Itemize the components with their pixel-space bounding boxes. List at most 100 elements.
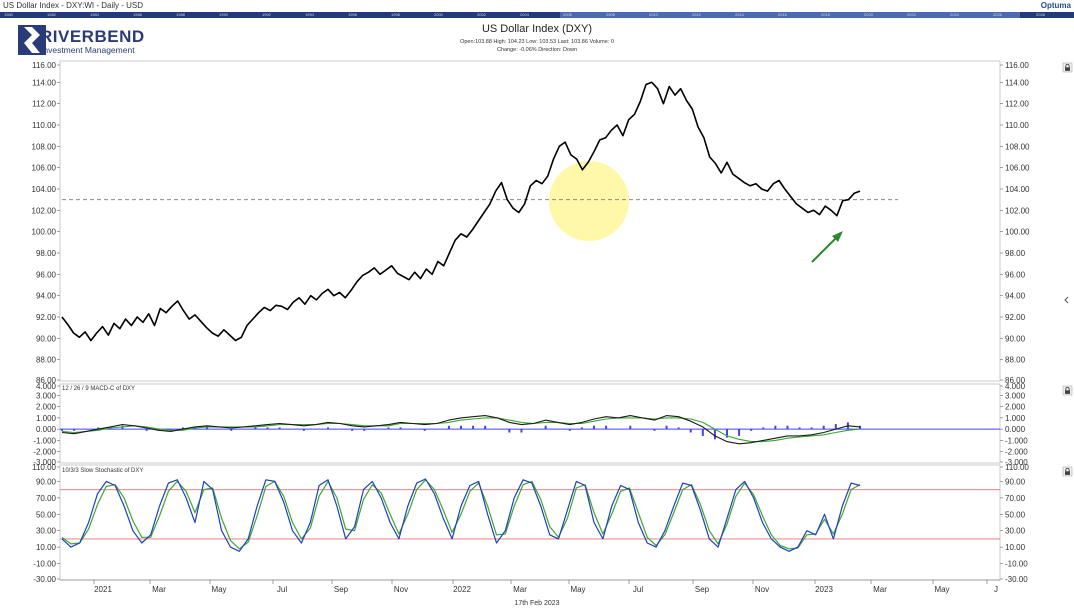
- y-tick-label-left: 90.00: [36, 477, 57, 486]
- timeline-year: 2028: [1036, 12, 1045, 17]
- timeline-navigator[interactable]: [0, 12, 1074, 18]
- y-tick-label-right: 112.00: [1005, 100, 1029, 109]
- panel-frame-1: [59, 383, 1001, 464]
- y-tick-label-left: -10.00: [33, 560, 56, 569]
- y-tick-label-left: 114.00: [32, 78, 56, 87]
- green-arrow-shaft: [811, 235, 839, 263]
- timeline-year: 2016: [778, 12, 787, 17]
- y-tick-label-left: 104.00: [32, 185, 57, 194]
- timeline-year: 2000: [434, 12, 443, 17]
- timeline-year: 1986: [133, 12, 142, 17]
- y-tick-label-left: 92.00: [36, 313, 57, 322]
- lock-icon[interactable]: [1062, 466, 1073, 477]
- y-tick-label-left: 86.00: [36, 376, 57, 385]
- ohlc-info: Open:103.88 High: 104.23 Low: 103.53 Las…: [460, 39, 614, 45]
- timeline-year: 1990: [219, 12, 228, 17]
- y-tick-label-left: 1.000: [36, 414, 57, 423]
- y-tick-label-right: 90.00: [1005, 477, 1026, 486]
- stoch-title: 10/3/3 Slow Stochastic of DXY: [62, 468, 143, 474]
- x-tick-label: May: [570, 585, 585, 594]
- timeline-year: 2024: [950, 12, 959, 17]
- y-tick-label-right: 100.00: [1005, 228, 1030, 237]
- footer-date: 17th Feb 2023: [514, 600, 560, 607]
- window-title: US Dollar Index - DXY:WI - Daily - USD: [3, 1, 144, 10]
- y-tick-label-right: 96.00: [1005, 270, 1026, 279]
- y-tick-label-left: 88.00: [36, 356, 57, 365]
- timeline-year: 2022: [907, 12, 916, 17]
- y-tick-label-right: 30.00: [1005, 527, 1026, 536]
- timeline-year: 1988: [176, 12, 185, 17]
- collapse-arrow-icon[interactable]: [1064, 296, 1069, 304]
- lock-icon[interactable]: [1062, 62, 1073, 73]
- y-tick-label-right: 0.000: [1005, 425, 1026, 434]
- y-tick-label-left: 90.00: [36, 334, 57, 343]
- y-tick-label-left: 94.00: [36, 292, 57, 301]
- green-arrow-head: [832, 231, 843, 242]
- lock-icon[interactable]: [1062, 385, 1073, 396]
- y-tick-label-left: 112.00: [32, 100, 56, 109]
- logo-name: RIVERBEND: [40, 27, 145, 46]
- macd-line: [61, 415, 861, 445]
- y-tick-label-right: 106.00: [1005, 164, 1030, 173]
- y-tick-label-right: 2.000: [1005, 403, 1026, 412]
- timeline-year: 1994: [305, 12, 314, 17]
- y-tick-label-left: 108.00: [32, 142, 57, 151]
- y-tick-label-left: 100.00: [32, 228, 57, 237]
- y-tick-label-right: 70.00: [1005, 494, 1026, 503]
- y-tick-label-left: -1.000: [33, 436, 56, 445]
- x-tick-label: J: [994, 585, 998, 594]
- timeline-year: 2006: [563, 12, 572, 17]
- y-tick-label-left: -2.000: [33, 448, 56, 457]
- timeline-year: 2010: [649, 12, 658, 17]
- x-tick-label: Mar: [152, 585, 166, 594]
- stoch-d-line: [61, 479, 861, 550]
- y-tick-label-right: 98.00: [1005, 249, 1026, 258]
- x-tick-label: Mar: [873, 585, 887, 594]
- x-tick-label: May: [211, 585, 226, 594]
- change-info: Change: -0.06% Direction: Down: [496, 47, 578, 53]
- y-tick-label-right: 108.00: [1005, 142, 1030, 151]
- lock-body: [1065, 67, 1070, 71]
- x-tick-label: Jul: [277, 585, 287, 594]
- y-tick-label-left: -30.00: [33, 575, 56, 584]
- x-tick-label: Sep: [695, 585, 710, 594]
- timeline-year: 2002: [477, 12, 486, 17]
- lock-shackle: [1065, 63, 1070, 68]
- macd-title: 12 / 26 / 9 MACD-C of DXY: [62, 386, 135, 392]
- y-tick-label-left: 3.000: [36, 391, 57, 400]
- y-tick-label-right: -10.00: [1005, 560, 1028, 569]
- timeline-year: 2018: [821, 12, 830, 17]
- y-tick-label-left: 50.00: [36, 510, 57, 519]
- y-tick-label-right: 110.00: [1005, 121, 1029, 130]
- y-tick-label-left: 70.00: [36, 494, 57, 503]
- panel-frame-0: [59, 60, 1001, 382]
- macd-signal-line: [61, 417, 861, 443]
- x-tick-label: 2021: [94, 585, 112, 594]
- timeline-year-labels: 1980 1982 1984 1986 1988 1990 1992 1994 1996 1998…: [0, 12, 1074, 18]
- x-tick-label: Sep: [334, 585, 349, 594]
- y-tick-label-left: 110.00: [32, 463, 56, 472]
- y-tick-label-right: 86.00: [1005, 376, 1026, 385]
- y-tick-label-right: 50.00: [1005, 510, 1026, 519]
- timeline-selection[interactable]: [560, 12, 1020, 18]
- lock-body: [1065, 390, 1070, 394]
- brand-label: Optuma: [1040, 1, 1071, 10]
- window-title-bar: US Dollar Index - DXY:WI - Daily - USD O…: [0, 0, 1074, 11]
- y-tick-label-right: 92.00: [1005, 313, 1026, 322]
- timeline-year: 1980: [4, 12, 13, 17]
- x-tick-label: Nov: [394, 585, 408, 594]
- chart-title: US Dollar Index (DXY): [481, 23, 593, 35]
- y-tick-label-right: 10.00: [1005, 543, 1026, 552]
- y-tick-label-right: 114.00: [1005, 78, 1029, 87]
- y-tick-label-right: 88.00: [1005, 356, 1026, 365]
- y-tick-label-right: -2.000: [1005, 448, 1028, 457]
- y-tick-label-left: 30.00: [36, 527, 57, 536]
- stoch-k-line: [61, 478, 861, 552]
- y-tick-label-left: 106.00: [32, 164, 57, 173]
- x-tick-label: Nov: [755, 585, 769, 594]
- y-tick-label-right: 4.000: [1005, 382, 1026, 391]
- highlight-circle: [549, 161, 629, 241]
- y-tick-label-right: 110.00: [1005, 463, 1029, 472]
- timeline-year: 1998: [391, 12, 400, 17]
- y-tick-label-right: 3.000: [1005, 391, 1026, 400]
